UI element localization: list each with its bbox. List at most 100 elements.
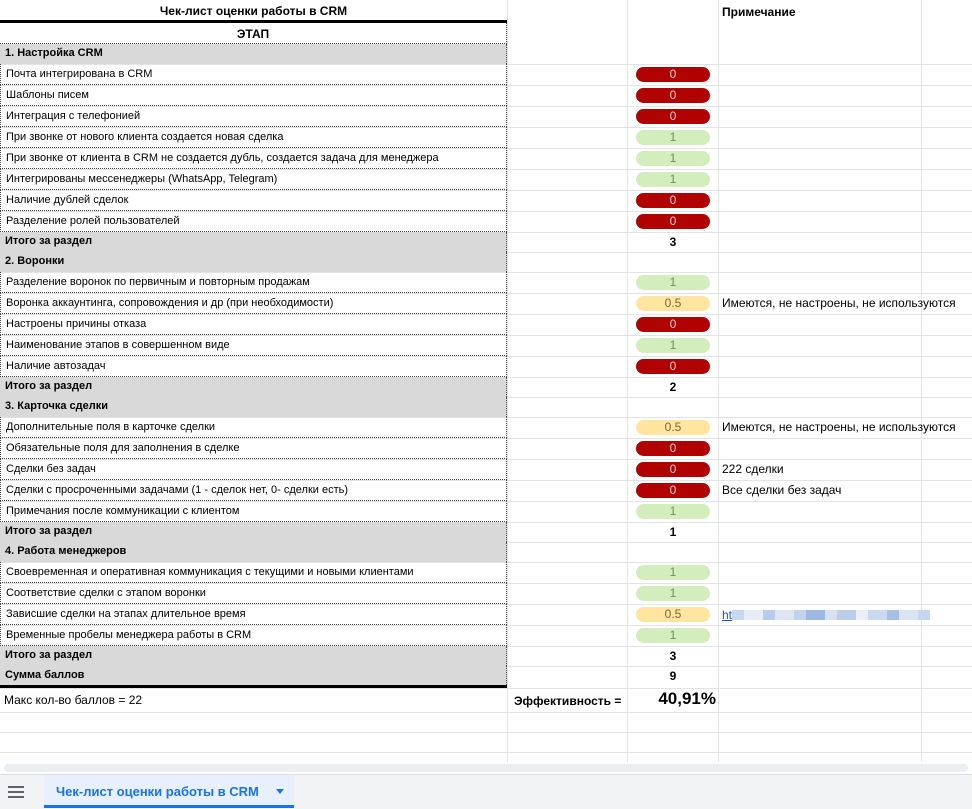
score-chip[interactable]: 1 xyxy=(636,586,710,601)
checklist-item[interactable]: Наличие автозадач xyxy=(0,356,507,377)
score-chip[interactable]: 1 xyxy=(636,151,710,166)
checklist-item[interactable]: При звонке от нового клиента создается н… xyxy=(0,127,507,148)
section-total-label[interactable]: Итого за раздел xyxy=(0,232,507,252)
note-text[interactable]: 222 сделки xyxy=(722,462,784,476)
note-text[interactable]: Все сделки без задач xyxy=(722,483,842,497)
max-points-label[interactable]: Макс кол-во баллов = 22 xyxy=(4,693,143,707)
section-total-value[interactable]: 2 xyxy=(669,380,677,394)
efficiency-label[interactable]: Эффективность = xyxy=(514,694,622,708)
section-total-value[interactable]: 3 xyxy=(669,649,677,663)
section-total-label[interactable]: Итого за раздел xyxy=(0,377,507,397)
note-link-redacted[interactable]: ht xyxy=(722,608,970,622)
gridline xyxy=(0,106,972,107)
caret-down-icon[interactable] xyxy=(276,789,284,794)
checklist-item[interactable]: Дополнительные поля в карточке сделки xyxy=(0,417,507,438)
score-chip[interactable]: 0.5 xyxy=(636,296,710,311)
gridline xyxy=(718,0,719,762)
score-chip[interactable]: 0 xyxy=(636,483,710,498)
score-chip[interactable]: 1 xyxy=(636,565,710,580)
score-chip[interactable]: 1 xyxy=(636,275,710,290)
checklist-item[interactable]: При звонке от клиента в CRM не создается… xyxy=(0,148,507,169)
section-total-value[interactable]: 3 xyxy=(669,235,677,249)
gridline xyxy=(0,752,972,753)
gridline xyxy=(921,0,922,762)
gridline xyxy=(0,712,972,713)
efficiency-value[interactable]: 40,91% xyxy=(658,689,716,708)
section-header[interactable]: 2. Воронки xyxy=(0,252,507,272)
redaction-block xyxy=(825,610,838,620)
checklist-item[interactable]: Интеграция с телефонией xyxy=(0,106,507,127)
score-chip[interactable]: 0 xyxy=(636,88,710,103)
gridline xyxy=(0,583,972,584)
sheet-tab-bar: Чек-лист оценки работы в CRM xyxy=(0,774,972,809)
checklist-item[interactable]: Сделки без задач xyxy=(0,459,507,480)
gridline xyxy=(627,0,628,762)
checklist-item[interactable]: Соответствие сделки с этапом воронки xyxy=(0,583,507,604)
checklist-item[interactable]: Шаблоны писем xyxy=(0,85,507,106)
score-chip[interactable]: 0 xyxy=(636,462,710,477)
stage-header[interactable]: ЭТАП xyxy=(0,23,507,44)
redaction-block xyxy=(775,610,795,620)
checklist-item[interactable]: Своевременная и оперативная коммуникация… xyxy=(0,562,507,583)
section-total-value[interactable]: 1 xyxy=(669,525,677,539)
redaction-block xyxy=(806,610,826,620)
gridline xyxy=(0,732,972,733)
gridline xyxy=(507,0,508,762)
checklist-item[interactable]: Обязательные поля для заполнения в сделк… xyxy=(0,438,507,459)
score-chip[interactable]: 0.5 xyxy=(636,420,710,435)
score-chip[interactable]: 0 xyxy=(636,214,710,229)
sheet-title[interactable]: Чек-лист оценки работы в CRM xyxy=(159,4,348,18)
score-chip[interactable]: 0 xyxy=(636,109,710,124)
checklist-item[interactable]: Временные пробелы менеджера работы в CRM xyxy=(0,625,507,646)
checklist-item[interactable]: Сделки с просроченными задачами (1 - сде… xyxy=(0,480,507,501)
gridline xyxy=(0,417,972,418)
score-chip[interactable]: 1 xyxy=(636,504,710,519)
border-line xyxy=(0,20,507,23)
score-chip[interactable]: 0.5 xyxy=(636,607,710,622)
section-total-label[interactable]: Итого за раздел xyxy=(0,646,507,666)
redaction-block xyxy=(868,610,888,620)
checklist-item[interactable]: Разделение ролей пользователей xyxy=(0,211,507,232)
sheet-tab-active[interactable]: Чек-лист оценки работы в CRM xyxy=(44,775,294,808)
section-header[interactable]: 4. Работа менеджеров xyxy=(0,542,507,562)
redaction-block xyxy=(794,610,807,620)
checklist-item[interactable]: Воронка аккаунтинга, сопровождения и др … xyxy=(0,293,507,314)
sum-label[interactable]: Сумма баллов xyxy=(0,666,507,685)
checklist-item[interactable]: Наличие дублей сделок xyxy=(0,190,507,211)
score-chip[interactable]: 0 xyxy=(636,359,710,374)
section-header[interactable]: 3. Карточка сделки xyxy=(0,397,507,417)
checklist-item[interactable]: Интегрированы мессенеджеры (WhatsApp, Te… xyxy=(0,169,507,190)
note-text[interactable]: Имеются, не настроены, не используются xyxy=(722,296,956,310)
score-chip[interactable]: 1 xyxy=(636,628,710,643)
score-chip[interactable]: 0 xyxy=(636,193,710,208)
note-link-text[interactable]: ht xyxy=(722,608,733,622)
checklist-item[interactable]: Настроены причины отказа xyxy=(0,314,507,335)
score-chip[interactable]: 0 xyxy=(636,67,710,82)
score-chip[interactable]: 1 xyxy=(636,172,710,187)
gridline xyxy=(0,64,972,65)
spreadsheet-grid[interactable]: Чек-лист оценки работы в CRM Примечание … xyxy=(0,0,972,762)
score-chip[interactable]: 0 xyxy=(636,441,710,456)
redaction-block xyxy=(732,610,745,620)
checklist-item[interactable]: Примечания после коммуникации с клиентом xyxy=(0,501,507,522)
score-chip[interactable]: 1 xyxy=(636,130,710,145)
score-chip[interactable]: 0 xyxy=(636,317,710,332)
sum-value[interactable]: 9 xyxy=(669,669,677,683)
gridline xyxy=(0,314,972,315)
checklist-item[interactable]: Зависшие сделки на этапах длительное вре… xyxy=(0,604,507,625)
note-header[interactable]: Примечание xyxy=(722,5,796,19)
redaction-block xyxy=(837,610,857,620)
redaction-block xyxy=(899,610,919,620)
horizontal-scrollbar[interactable] xyxy=(4,764,968,772)
gridline xyxy=(0,562,972,563)
section-header[interactable]: 1. Настройка CRM xyxy=(0,44,507,64)
score-chip[interactable]: 1 xyxy=(636,338,710,353)
checklist-item[interactable]: Наименование этапов в совершенном виде xyxy=(0,335,507,356)
sheet-tab-label: Чек-лист оценки работы в CRM xyxy=(56,784,259,799)
gridline xyxy=(0,148,972,149)
checklist-item[interactable]: Разделение воронок по первичным и повтор… xyxy=(0,272,507,293)
hamburger-menu-icon[interactable] xyxy=(8,783,24,799)
section-total-label[interactable]: Итого за раздел xyxy=(0,522,507,542)
checklist-item[interactable]: Почта интегрирована в CRM xyxy=(0,64,507,85)
note-text[interactable]: Имеются, не настроены, не используются xyxy=(722,420,956,434)
